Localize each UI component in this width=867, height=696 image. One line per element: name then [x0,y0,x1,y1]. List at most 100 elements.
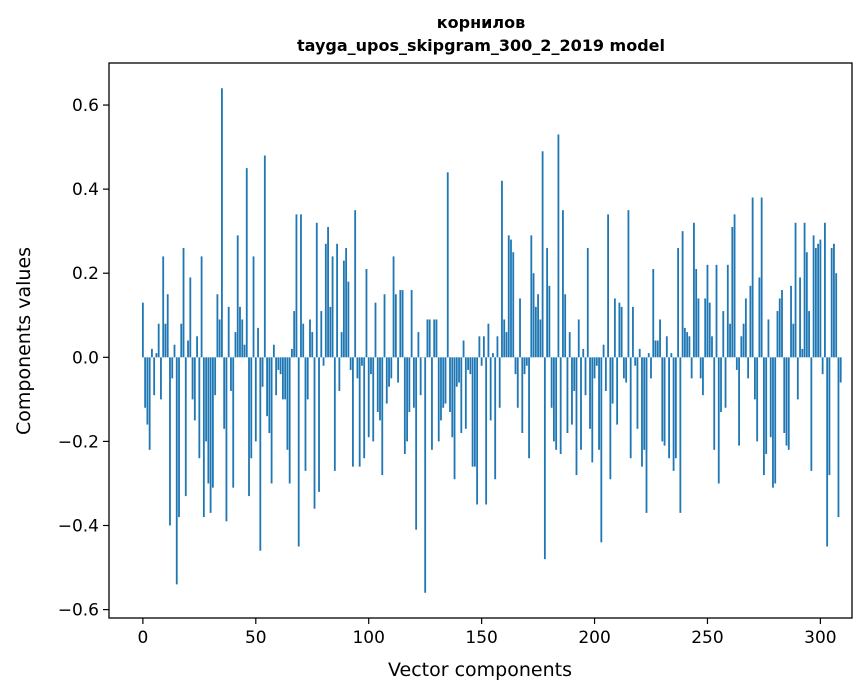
bar [482,336,485,358]
bar [503,319,506,358]
bar [602,344,605,358]
bar [713,357,716,450]
x-axis-ticks: 0 50 100 150 200 250 300 [137,618,837,648]
bar [352,357,354,467]
bar [656,340,659,358]
bar [191,357,194,400]
bar [550,357,553,408]
bar [200,256,203,358]
bars-group [141,88,842,593]
bar [297,357,300,547]
bar [679,357,682,513]
x-tick-label: 150 [465,628,497,648]
bar [638,348,641,358]
bar [643,357,646,450]
bar [699,357,702,379]
bar [403,357,406,455]
bar [620,306,623,358]
bar [702,357,704,396]
bar [394,294,397,358]
chart-title: корнилов [437,13,525,32]
bar [629,357,632,459]
bar [426,319,429,358]
bar [749,285,752,358]
bar [390,357,393,379]
bar [756,357,759,442]
bar [519,298,521,358]
bar [760,197,763,358]
bar [342,260,345,358]
x-axis-label: Vector components [388,659,572,681]
bar [573,357,576,391]
x-tick-label: 250 [691,628,723,648]
bar [753,357,756,400]
bar [489,357,492,421]
x-tick-label: 200 [578,628,610,648]
y-tick-label: 0.6 [72,96,99,116]
bar [304,357,307,471]
bar [259,357,262,551]
bar [790,285,792,358]
bar [828,357,831,476]
bar [480,357,483,366]
bar [663,357,666,446]
bar [336,243,338,358]
bar [263,155,266,358]
bar [785,357,788,446]
bar [415,357,418,530]
bar [765,357,768,455]
bar [776,311,779,358]
bar [613,298,616,358]
bar [512,252,515,358]
bar [193,357,196,421]
bar [808,311,810,358]
bar [453,357,456,480]
bar [392,256,395,358]
bar [607,214,609,358]
bar [580,357,582,450]
bar [261,357,264,387]
bar [562,210,564,358]
bar [706,264,709,358]
bar [340,332,343,358]
bar [311,332,314,358]
bar [799,277,801,358]
bar [399,290,402,358]
x-tick-label: 100 [352,628,384,648]
bar [763,357,765,476]
bar [805,252,808,358]
bar [672,357,675,471]
bar [571,357,573,425]
bar [169,357,171,526]
bar [358,357,361,467]
bar [155,353,158,358]
bar [521,357,524,433]
bar [546,248,549,358]
bar [230,357,232,391]
bar [189,277,192,358]
bar [726,264,729,358]
bar [182,248,185,358]
bar [792,323,795,358]
bar [586,248,589,358]
bar [722,311,725,358]
bar [166,294,169,358]
bar [361,357,363,366]
bar [288,357,291,484]
bar [708,302,711,358]
bar [564,294,567,358]
bar [363,357,366,459]
bar [625,357,628,383]
bar [473,357,476,467]
bar [243,344,246,358]
bar [370,357,372,375]
bar [266,357,268,417]
bar [381,357,384,476]
bar [277,357,280,370]
bar [184,357,187,497]
bar [331,256,334,358]
bar [717,357,720,484]
bar [830,248,833,358]
bar [654,340,657,358]
bar [744,298,747,358]
